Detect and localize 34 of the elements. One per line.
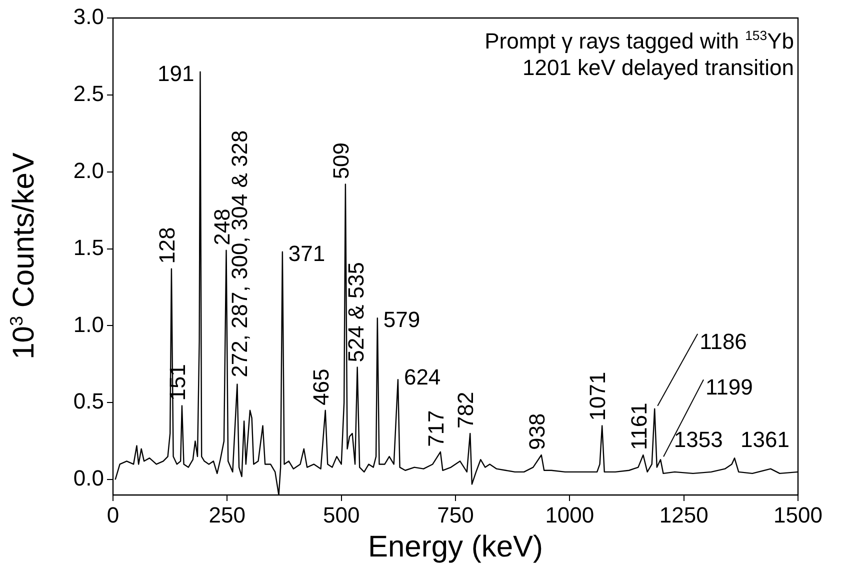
annotation: 624 — [404, 364, 441, 390]
annotation: 465 — [308, 368, 334, 406]
y-tick-label: 1.0 — [73, 312, 104, 337]
annotation: 1353 — [674, 427, 723, 452]
y-tick-label: 2.0 — [73, 158, 104, 183]
x-tick-label: 1500 — [774, 502, 822, 528]
x-tick-label: 0 — [106, 502, 120, 528]
annotation: 782 — [453, 392, 478, 428]
x-tick-label: 1250 — [659, 502, 708, 528]
annotation: 1361 — [740, 427, 790, 452]
annotation: 1201 keV delayed transition — [521, 54, 794, 82]
annotation: 524 & 535 — [343, 262, 368, 362]
x-tick-label: 250 — [208, 502, 246, 528]
annotation: 579 — [383, 307, 420, 332]
annotation: 1186 — [700, 328, 747, 354]
annotation: 717 — [423, 410, 448, 447]
y-tick-label: 1.5 — [73, 234, 104, 260]
annotation: 1071 — [585, 372, 610, 421]
annotation: 191 — [158, 60, 194, 86]
y-tick-label: 0.0 — [73, 466, 104, 491]
x-tick-label: 500 — [322, 502, 360, 528]
annotation: 371 — [288, 240, 326, 266]
annotation: Prompt γ rays tagged with $^{153}$Yb — [484, 27, 794, 54]
annotation: 509 — [328, 142, 354, 180]
x-tick-label: 1000 — [545, 502, 594, 528]
y-tick-label: 2.5 — [73, 81, 104, 106]
y-tick-label: 0.5 — [73, 388, 104, 414]
y-tick-label: 3.0 — [73, 4, 104, 30]
annotation: 128 — [154, 227, 180, 264]
x-axis-title: Energy (keV) — [368, 530, 544, 564]
annotation: 1199 — [706, 374, 753, 400]
x-tick-label: 750 — [437, 502, 474, 528]
annotation: 1161 — [626, 402, 652, 450]
annotation: 938 — [524, 413, 550, 450]
